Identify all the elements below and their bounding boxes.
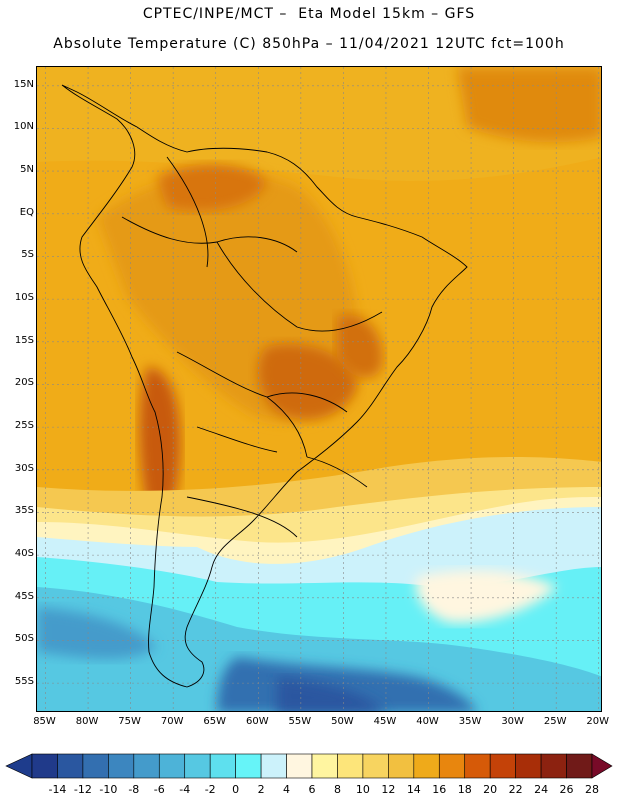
latitude-tick-label: 40S — [14, 548, 34, 560]
latitude-tick-label: 30S — [14, 462, 34, 474]
graticule — [37, 67, 601, 711]
longitude-tick-label: 60W — [245, 716, 269, 727]
latitude-tick-label: 50S — [14, 633, 34, 645]
colorbar-cell — [438, 753, 466, 779]
colorbar-cell — [566, 753, 593, 779]
colorbar-level-label: -12 — [73, 783, 92, 796]
colorbar-level-label: 2 — [257, 783, 265, 796]
longitude-tick-label: 25W — [543, 716, 567, 727]
latitude-tick-label: EQ — [19, 206, 34, 218]
colorbar-cell — [388, 753, 415, 779]
colorbar-level-label: 12 — [381, 783, 396, 796]
colorbar-cell — [184, 753, 211, 779]
colorbar-cell — [337, 753, 364, 779]
colorbar-level-label: 16 — [432, 783, 447, 796]
colorbar-level-label: -10 — [99, 783, 118, 796]
map-title-line-1: CPTEC/INPE/MCT – Eta Model 15km – GFS — [142, 6, 476, 22]
temperature-map — [36, 66, 602, 712]
latitude-tick-label: 5N — [20, 164, 34, 176]
colorbar-level-label: -14 — [48, 783, 67, 796]
latitude-tick-label: 10N — [13, 121, 34, 133]
colorbar-cell — [235, 753, 262, 779]
colorbar-level-label: 6 — [308, 783, 316, 796]
latitude-tick-label: 5S — [21, 249, 34, 261]
colorbar-over-arrow — [591, 753, 613, 779]
colorbar-cell — [515, 753, 542, 779]
colorbar-level-label: 24 — [534, 783, 549, 796]
latitude-tick-label: 10S — [14, 292, 34, 304]
colorbar-cell — [158, 753, 186, 779]
longitude-tick-label: 50W — [331, 716, 354, 727]
longitude-tick-label: 35W — [458, 716, 482, 727]
colorbar-cell — [82, 753, 109, 779]
latitude-tick-label: 20S — [14, 377, 34, 389]
longitude-tick-label: 65W — [203, 716, 227, 727]
colorbar-cell — [413, 753, 440, 779]
latitude-tick-label: 15N — [13, 78, 34, 90]
map-title-line-2: Absolute Temperature (C) 850hPa – 11/04/… — [53, 36, 565, 52]
longitude-tick-label: 45W — [373, 716, 397, 727]
longitude-tick-label: 40W — [416, 716, 439, 727]
colorbar-under-arrow — [5, 753, 33, 779]
coastline — [61, 84, 468, 688]
colorbar-level-label: 0 — [232, 783, 240, 796]
colorbar-level-label: -2 — [204, 783, 216, 796]
longitude-tick-label: 20W — [586, 716, 610, 727]
longitude-tick-label: 30W — [501, 716, 524, 727]
colorbar-cell — [209, 753, 236, 779]
colorbar-cell — [260, 753, 287, 779]
latitude-tick-label: 35S — [14, 505, 34, 517]
longitude-tick-label: 55W — [288, 716, 312, 727]
latitude-tick-label: 25S — [14, 420, 34, 432]
colorbar — [5, 753, 613, 779]
colorbar-cell — [311, 753, 338, 779]
latitude-tick-label: 15S — [14, 334, 34, 346]
map-canvas — [37, 67, 601, 711]
colorbar-cell — [108, 753, 135, 779]
colorbar-level-label: 10 — [355, 783, 370, 796]
colorbar-level-label: 22 — [508, 783, 523, 796]
colorbar-cell — [489, 753, 516, 779]
colorbar-cell — [362, 753, 389, 779]
colorbar-cell — [31, 753, 58, 779]
colorbar-level-label: 26 — [559, 783, 574, 796]
longitude-tick-label: 70W — [160, 716, 184, 727]
colorbar-cell — [286, 753, 313, 779]
colorbar-cell — [464, 753, 491, 779]
latitude-tick-label: 55S — [14, 676, 34, 688]
colorbar-level-label: 20 — [483, 783, 498, 796]
colorbar-cell — [57, 753, 84, 779]
colorbar-level-label: 18 — [457, 783, 472, 796]
colorbar-level-label: 14 — [406, 783, 421, 796]
colorbar-level-label: 4 — [283, 783, 291, 796]
colorbar-level-label: 8 — [333, 783, 341, 796]
colorbar-level-label: -4 — [179, 783, 191, 796]
temperature-field — [37, 67, 601, 711]
colorbar-cell — [133, 753, 160, 779]
longitude-tick-label: 80W — [75, 716, 99, 727]
colorbar-level-label: -8 — [128, 783, 140, 796]
colorbar-level-label: -6 — [153, 783, 165, 796]
latitude-tick-label: 45S — [14, 590, 34, 602]
colorbar-level-label: 28 — [585, 783, 599, 796]
longitude-tick-label: 75W — [118, 716, 141, 727]
longitude-tick-label: 85W — [33, 716, 56, 727]
colorbar-cell — [540, 753, 567, 779]
